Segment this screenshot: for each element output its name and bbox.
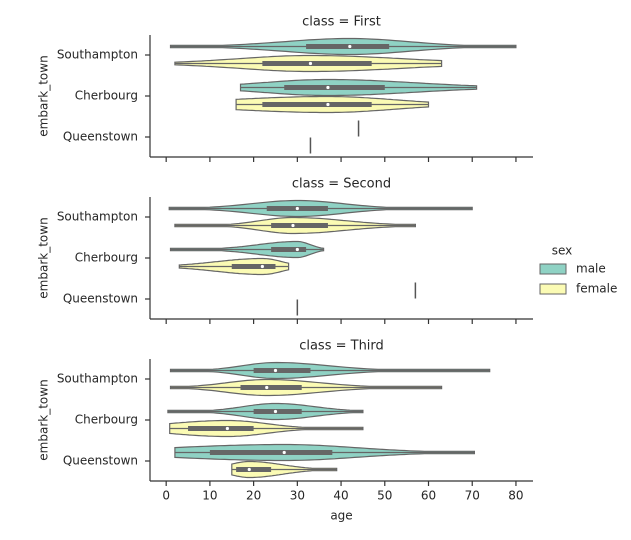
violin-median — [273, 409, 278, 414]
violin-median — [326, 85, 330, 90]
violin-median — [260, 264, 264, 269]
violin-box — [231, 264, 276, 269]
violin-box — [262, 61, 372, 66]
violin-box — [262, 102, 372, 107]
x-axis-label: age — [330, 509, 352, 523]
y-tick-label: Southampton — [57, 210, 138, 224]
violin-box — [271, 223, 328, 228]
violin-median — [295, 247, 299, 252]
violin-median — [282, 450, 286, 455]
violin-median — [273, 368, 278, 373]
x-tick-label: 70 — [465, 489, 480, 503]
facet-title: class = First — [302, 15, 381, 30]
violin-box — [253, 409, 302, 414]
violin-box — [188, 426, 254, 431]
facet-title: class = Second — [292, 177, 391, 192]
violin-median — [326, 102, 330, 107]
x-tick-label: 10 — [202, 489, 217, 503]
violin-box — [236, 467, 272, 472]
legend-label: male — [576, 262, 606, 276]
y-tick-label: Cherbourg — [75, 251, 138, 265]
x-tick-label: 60 — [421, 489, 436, 503]
y-axis-label: embark_town — [37, 55, 51, 136]
violin-box — [306, 44, 390, 49]
violin-box — [284, 85, 385, 90]
y-tick-label: Southampton — [57, 372, 138, 386]
y-axis-label: embark_town — [37, 379, 51, 460]
violin-median — [225, 426, 229, 431]
violin-box — [253, 368, 311, 373]
x-tick-label: 20 — [246, 489, 261, 503]
y-tick-label: Queenstown — [63, 292, 138, 306]
legend-title: sex — [552, 244, 573, 258]
violin-median — [348, 44, 352, 49]
y-tick-label: Queenstown — [63, 454, 138, 468]
y-tick-label: Cherbourg — [75, 89, 138, 103]
x-tick-label: 0 — [162, 489, 170, 503]
x-tick-label: 30 — [290, 489, 305, 503]
x-tick-label: 40 — [333, 489, 348, 503]
y-tick-label: Cherbourg — [75, 413, 138, 427]
violin-box — [209, 450, 333, 455]
violin-median — [295, 206, 299, 211]
violin-median — [291, 223, 295, 228]
facet-title: class = Third — [299, 339, 384, 354]
violin-box — [271, 247, 307, 252]
legend-swatch — [539, 283, 567, 295]
violin-median — [308, 61, 313, 66]
violin-median — [265, 385, 269, 390]
legend-label: female — [576, 282, 617, 296]
y-axis-label: embark_town — [37, 217, 51, 298]
y-tick-label: Southampton — [57, 48, 138, 62]
legend-swatch — [539, 263, 567, 275]
y-tick-label: Queenstown — [63, 130, 138, 144]
x-tick-label: 50 — [377, 489, 392, 503]
violin-median — [247, 467, 251, 472]
x-tick-label: 80 — [508, 489, 523, 503]
violin-box — [240, 385, 302, 390]
